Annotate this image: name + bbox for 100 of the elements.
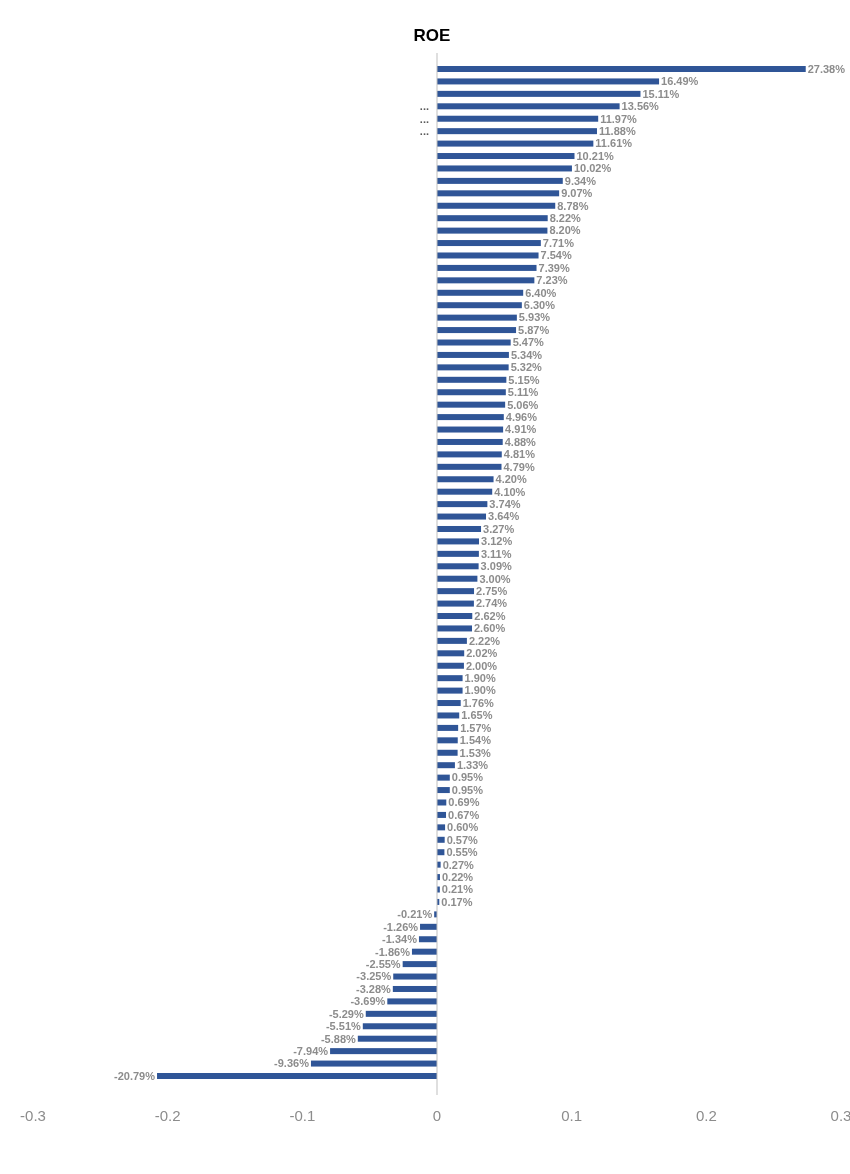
bar: [437, 389, 506, 396]
data-label: -3.28%: [355, 982, 392, 995]
data-label: 2.74%: [475, 597, 508, 610]
data-label: 1.57%: [460, 721, 492, 734]
bar: [437, 625, 473, 632]
bar: [437, 302, 522, 309]
bar: [437, 488, 493, 495]
bar: [392, 985, 437, 992]
bar: [437, 78, 660, 85]
bar: [437, 277, 535, 284]
bar: [437, 103, 620, 110]
bar: [437, 575, 478, 582]
bar: [437, 90, 641, 97]
data-label: -5.29%: [328, 1007, 364, 1020]
bar: [437, 675, 463, 682]
data-label: 5.11%: [507, 386, 539, 399]
bar: [437, 613, 473, 620]
data-label: 7.54%: [540, 249, 572, 262]
bar: [437, 351, 509, 358]
data-label: -5.88%: [320, 1032, 357, 1045]
bar: [437, 501, 488, 508]
data-label: 8.20%: [549, 224, 581, 237]
data-label: 2.22%: [468, 634, 501, 647]
bar: [437, 550, 479, 557]
bar: [330, 1048, 437, 1055]
data-label: 9.34%: [564, 174, 597, 187]
bar: [437, 215, 548, 222]
data-label: 3.11%: [480, 547, 512, 560]
bar: [437, 314, 517, 321]
data-label: -1.86%: [375, 945, 411, 958]
data-label: -5.51%: [325, 1020, 362, 1033]
bar: [437, 451, 502, 458]
bar: [437, 463, 502, 470]
data-label: -20.79%: [114, 1069, 156, 1082]
data-label: 5.15%: [508, 373, 540, 386]
bar: [437, 177, 563, 184]
bar: [437, 749, 458, 756]
chart-title: ROE: [413, 26, 451, 45]
x-tick-label: -0.1: [289, 1107, 316, 1124]
bar: [437, 525, 482, 532]
bar: [437, 364, 509, 371]
bar: [418, 936, 437, 943]
data-label: 1.90%: [464, 684, 496, 697]
bar: [437, 401, 506, 408]
data-label: -2.55%: [365, 957, 401, 970]
data-label: -0.21%: [397, 908, 433, 921]
bar: [437, 327, 517, 334]
bar: [437, 712, 460, 719]
data-label: 7.39%: [538, 261, 570, 274]
bar: [357, 1035, 437, 1042]
data-label: 5.87%: [518, 323, 550, 336]
data-label: -3.69%: [350, 995, 386, 1008]
bar: [437, 724, 459, 731]
bar: [437, 737, 458, 744]
bar: [437, 339, 511, 346]
data-label: 9.07%: [561, 187, 593, 200]
data-label: 5.34%: [510, 348, 543, 361]
x-tick-label: 0.1: [561, 1107, 583, 1124]
data-label: 4.88%: [504, 435, 537, 448]
data-label: 10.21%: [576, 149, 615, 162]
x-tick-label: 0.2: [695, 1107, 717, 1124]
data-label: 3.64%: [488, 510, 520, 523]
data-label: 3.74%: [489, 497, 521, 510]
data-label: 13.56%: [621, 100, 660, 113]
data-label: 8.78%: [557, 199, 589, 212]
data-label: 7.23%: [536, 274, 568, 287]
data-label: 6.30%: [523, 299, 556, 312]
data-label: -3.25%: [356, 970, 392, 983]
data-label: 1.53%: [459, 746, 492, 759]
bar: [411, 948, 437, 955]
data-label: 3.00%: [479, 572, 511, 585]
data-label: 1.90%: [464, 672, 496, 685]
y-tick-label: ...: [419, 100, 429, 113]
bar: [437, 414, 504, 421]
bar: [437, 637, 467, 644]
data-label: 0.95%: [451, 783, 484, 796]
data-label: 1.76%: [462, 696, 495, 709]
data-label: 15.11%: [642, 87, 680, 100]
bar: [437, 563, 479, 570]
data-label: 5.93%: [518, 311, 551, 324]
bar: [362, 1023, 437, 1030]
bar: [437, 252, 539, 259]
y-tick-label: ...: [419, 125, 429, 138]
data-label: 8.22%: [549, 212, 582, 225]
x-tick-label: -0.3: [20, 1107, 46, 1124]
bar: [437, 600, 474, 607]
data-label: 1.54%: [459, 734, 492, 747]
data-label: 4.91%: [505, 423, 537, 436]
bar: [310, 1060, 437, 1067]
bar: [437, 264, 537, 271]
data-label: 4.81%: [503, 448, 536, 461]
data-label: 10.02%: [573, 162, 612, 175]
data-label: 5.47%: [512, 336, 545, 349]
bar: [437, 662, 464, 669]
bar: [437, 538, 480, 545]
data-label: 2.02%: [466, 647, 498, 660]
x-tick-label: 0.3: [830, 1107, 850, 1124]
x-tick-label: -0.2: [154, 1107, 181, 1124]
bar: [437, 700, 461, 707]
data-label: 6.40%: [525, 286, 557, 299]
